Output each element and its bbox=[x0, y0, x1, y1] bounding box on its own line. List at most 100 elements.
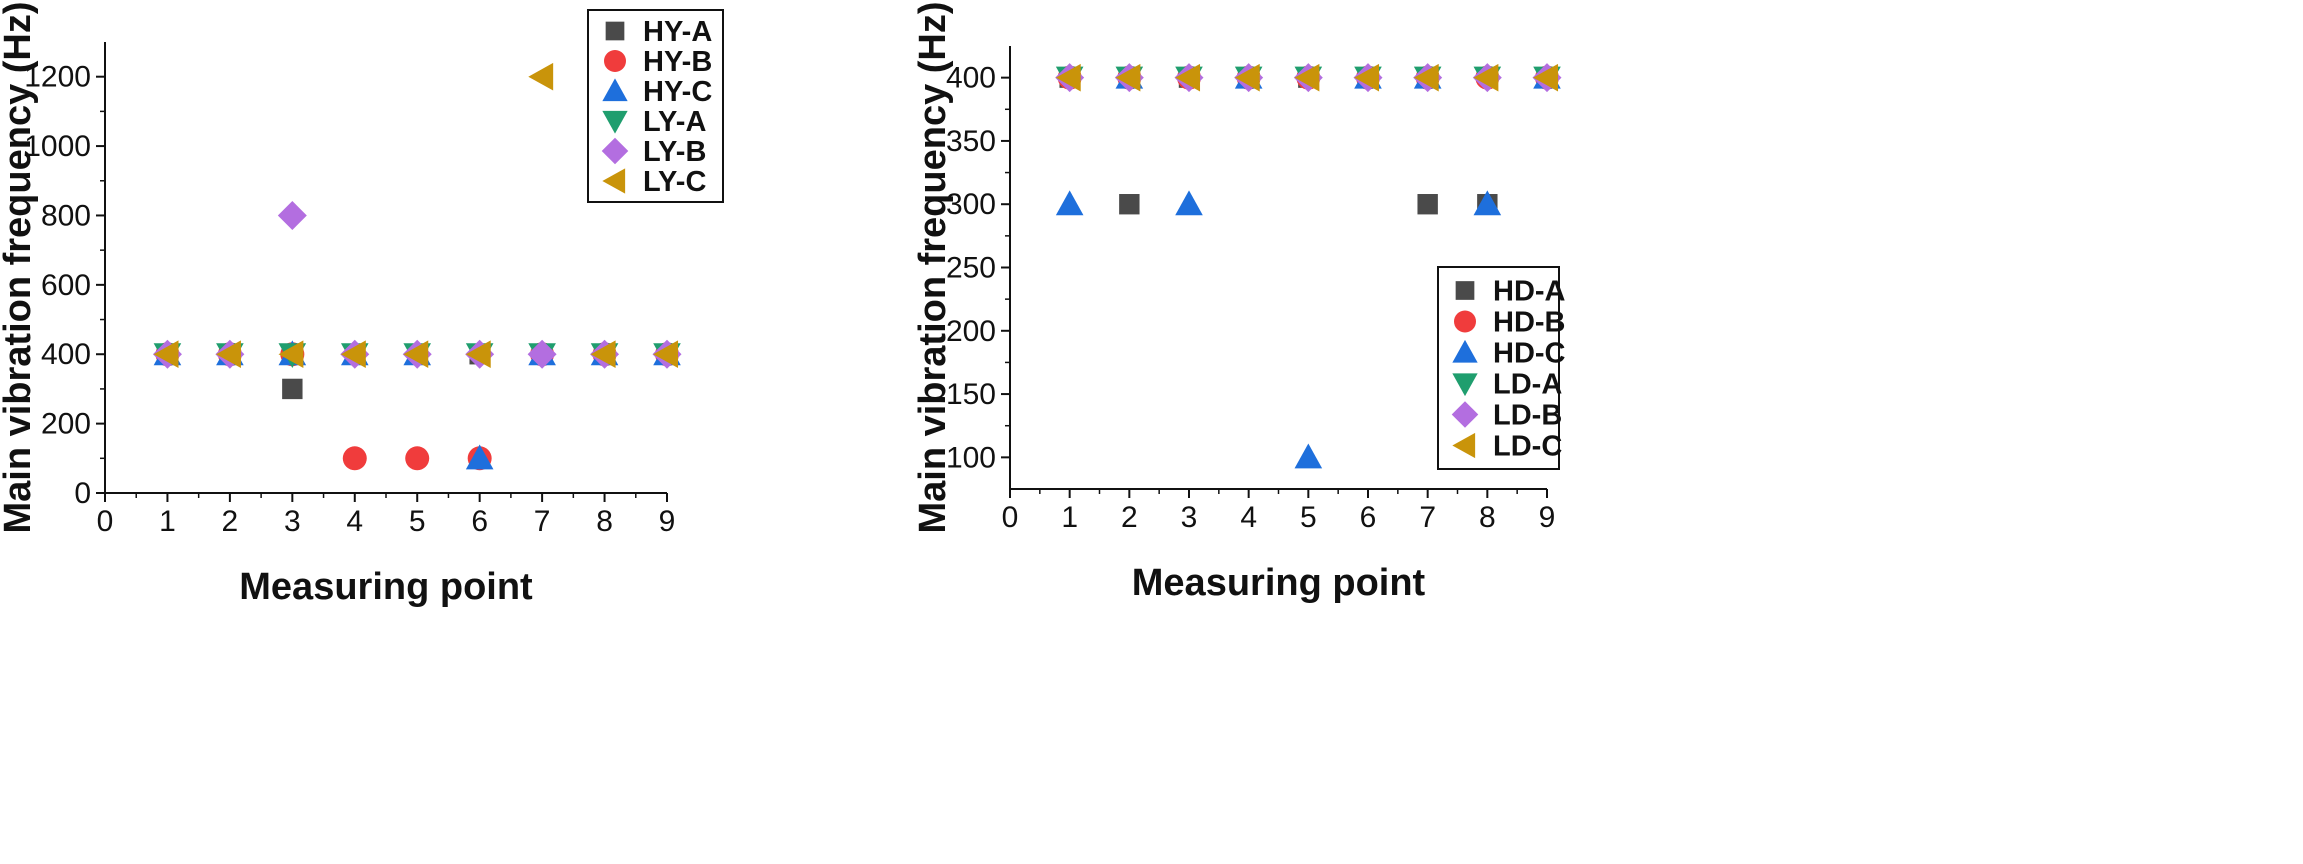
data-point-LY-C-2 bbox=[216, 340, 241, 369]
data-point-LD-C-4 bbox=[1234, 63, 1260, 92]
data-point-HD-C-3 bbox=[1175, 190, 1203, 216]
x-tick-label: 7 bbox=[1419, 501, 1436, 534]
legend-marker-LD-B bbox=[1451, 401, 1479, 428]
legend-label-HD-B: HD-B bbox=[1493, 307, 1566, 339]
data-point-HD-A-2 bbox=[1119, 194, 1140, 215]
y-axis-title: Main vibration frequency (Hz) bbox=[0, 1, 39, 533]
x-tick-label: 3 bbox=[284, 505, 301, 538]
y-tick-label: 1200 bbox=[24, 61, 91, 94]
data-point-LY-B-7 bbox=[527, 339, 557, 369]
legend-label-HY-A: HY-A bbox=[643, 16, 712, 48]
legend-label-LD-C: LD-C bbox=[1493, 431, 1562, 463]
data-point-LD-C-2 bbox=[1115, 63, 1141, 92]
data-point-LY-C-3 bbox=[278, 340, 304, 369]
data-point-HY-B-5 bbox=[405, 446, 430, 471]
x-tick-label: 4 bbox=[346, 505, 363, 538]
legend-marker-HY-C bbox=[602, 78, 628, 102]
data-point-LD-C-3 bbox=[1175, 63, 1201, 92]
legend-marker-LY-C bbox=[602, 168, 626, 194]
data-point-LD-C-8 bbox=[1473, 63, 1499, 92]
data-point-LY-C-8 bbox=[590, 340, 616, 369]
y-tick-label: 600 bbox=[41, 269, 91, 302]
chart-panel-1: 0 1 2 3 4 5 6 7 8 9 0 200 400 600 800 1000 1200 Measuring… bbox=[0, 1, 724, 608]
data-point-LY-C-4 bbox=[340, 340, 366, 369]
y-tick-label: 0 bbox=[74, 477, 91, 510]
y-axis-title: Main vibration frequency (Hz) bbox=[912, 1, 954, 533]
legend-marker-LD-A bbox=[1452, 373, 1478, 397]
y-tick-label: 150 bbox=[946, 378, 996, 411]
y-tick-label: 350 bbox=[946, 125, 996, 158]
x-tick-label: 9 bbox=[659, 505, 676, 538]
data-point-HD-A-7 bbox=[1417, 194, 1438, 215]
legend: HD-AHD-BHD-CLD-ALD-BLD-C bbox=[1437, 266, 1566, 470]
series-LD-C bbox=[1055, 63, 1559, 92]
y-tick-label: 800 bbox=[41, 199, 91, 232]
legend-box bbox=[1437, 266, 1560, 470]
x-tick-label: 5 bbox=[1300, 501, 1317, 534]
legend-marker-HD-B bbox=[1454, 310, 1476, 333]
data-point-HD-C-8 bbox=[1473, 190, 1502, 216]
legend-marker-HY-B bbox=[604, 50, 626, 72]
y-tick-label: 250 bbox=[946, 252, 996, 285]
legend-label-LD-B: LD-B bbox=[1493, 400, 1562, 432]
data-point-LD-C-7 bbox=[1413, 63, 1439, 92]
data-point-LY-C-6 bbox=[465, 340, 491, 369]
y-tick-label: 100 bbox=[946, 441, 996, 474]
data-point-HD-C-1 bbox=[1055, 190, 1084, 216]
x-tick-label: 8 bbox=[1479, 501, 1496, 534]
x-tick-label: 9 bbox=[1539, 501, 1556, 534]
y-tick-label: 1000 bbox=[24, 130, 91, 163]
data-point-LD-C-9 bbox=[1533, 63, 1559, 92]
legend-marker-HD-C bbox=[1452, 339, 1478, 363]
data-point-LY-B-3 bbox=[277, 200, 307, 230]
x-tick-label: 5 bbox=[409, 505, 426, 538]
x-tick-label: 0 bbox=[1002, 501, 1019, 534]
legend-marker-LD-C bbox=[1452, 432, 1476, 459]
data-point-HD-C-5 bbox=[1294, 443, 1323, 469]
legend-label-HD-A: HD-A bbox=[1493, 276, 1566, 308]
data-point-LD-C-6 bbox=[1354, 63, 1380, 92]
x-tick-label: 6 bbox=[471, 505, 488, 538]
y-tick-label: 400 bbox=[946, 62, 996, 95]
x-tick-label: 2 bbox=[1121, 501, 1138, 534]
data-point-LY-C-7 bbox=[528, 62, 554, 91]
legend-label-HD-C: HD-C bbox=[1493, 338, 1566, 370]
data-point-HY-B-4 bbox=[342, 446, 367, 471]
x-tick-label: 0 bbox=[97, 505, 114, 538]
y-tick-label: 200 bbox=[41, 408, 91, 441]
chart-panel-2: 0 1 2 3 4 5 6 7 8 9 100 150 200 250 300 350 400 Measuring… bbox=[912, 1, 1566, 604]
x-tick-label: 6 bbox=[1360, 501, 1377, 534]
legend-label-HY-B: HY-B bbox=[643, 46, 712, 78]
legend-box bbox=[587, 9, 724, 203]
data-point-HY-C-6 bbox=[465, 444, 494, 470]
x-tick-label: 3 bbox=[1181, 501, 1198, 534]
data-point-LD-C-1 bbox=[1055, 63, 1081, 92]
x-tick-label: 1 bbox=[159, 505, 176, 538]
legend-label-LY-A: LY-A bbox=[643, 106, 706, 138]
x-tick-label: 7 bbox=[534, 505, 551, 538]
data-point-HY-A-3 bbox=[282, 378, 303, 400]
legend-marker-LY-A bbox=[602, 110, 628, 134]
x-axis-title: Measuring point bbox=[1132, 562, 1426, 604]
data-point-LY-C-1 bbox=[153, 340, 179, 369]
data-point-LY-C-5 bbox=[403, 340, 429, 369]
data-point-LY-C-9 bbox=[653, 340, 679, 369]
legend-marker-LY-B bbox=[601, 137, 629, 165]
series-LY-C bbox=[153, 62, 679, 369]
legend-marker-HD-A bbox=[1455, 281, 1475, 300]
x-tick-label: 1 bbox=[1061, 501, 1078, 534]
x-tick-label: 8 bbox=[596, 505, 613, 538]
legend-marker-HY-A bbox=[605, 21, 625, 41]
legend-label-LD-A: LD-A bbox=[1493, 369, 1562, 401]
data-point-LD-C-5 bbox=[1294, 63, 1320, 92]
x-axis-title: Measuring point bbox=[239, 566, 533, 608]
series-LY-B bbox=[152, 200, 682, 369]
x-tick-label: 2 bbox=[222, 505, 239, 538]
legend: HY-AHY-BHY-CLY-ALY-BLY-C bbox=[587, 9, 724, 203]
y-tick-label: 400 bbox=[41, 338, 91, 371]
legend-label-HY-C: HY-C bbox=[643, 76, 712, 108]
x-tick-label: 4 bbox=[1240, 501, 1257, 534]
y-tick-label: 300 bbox=[946, 188, 996, 221]
legend-label-LY-C: LY-C bbox=[643, 166, 706, 198]
